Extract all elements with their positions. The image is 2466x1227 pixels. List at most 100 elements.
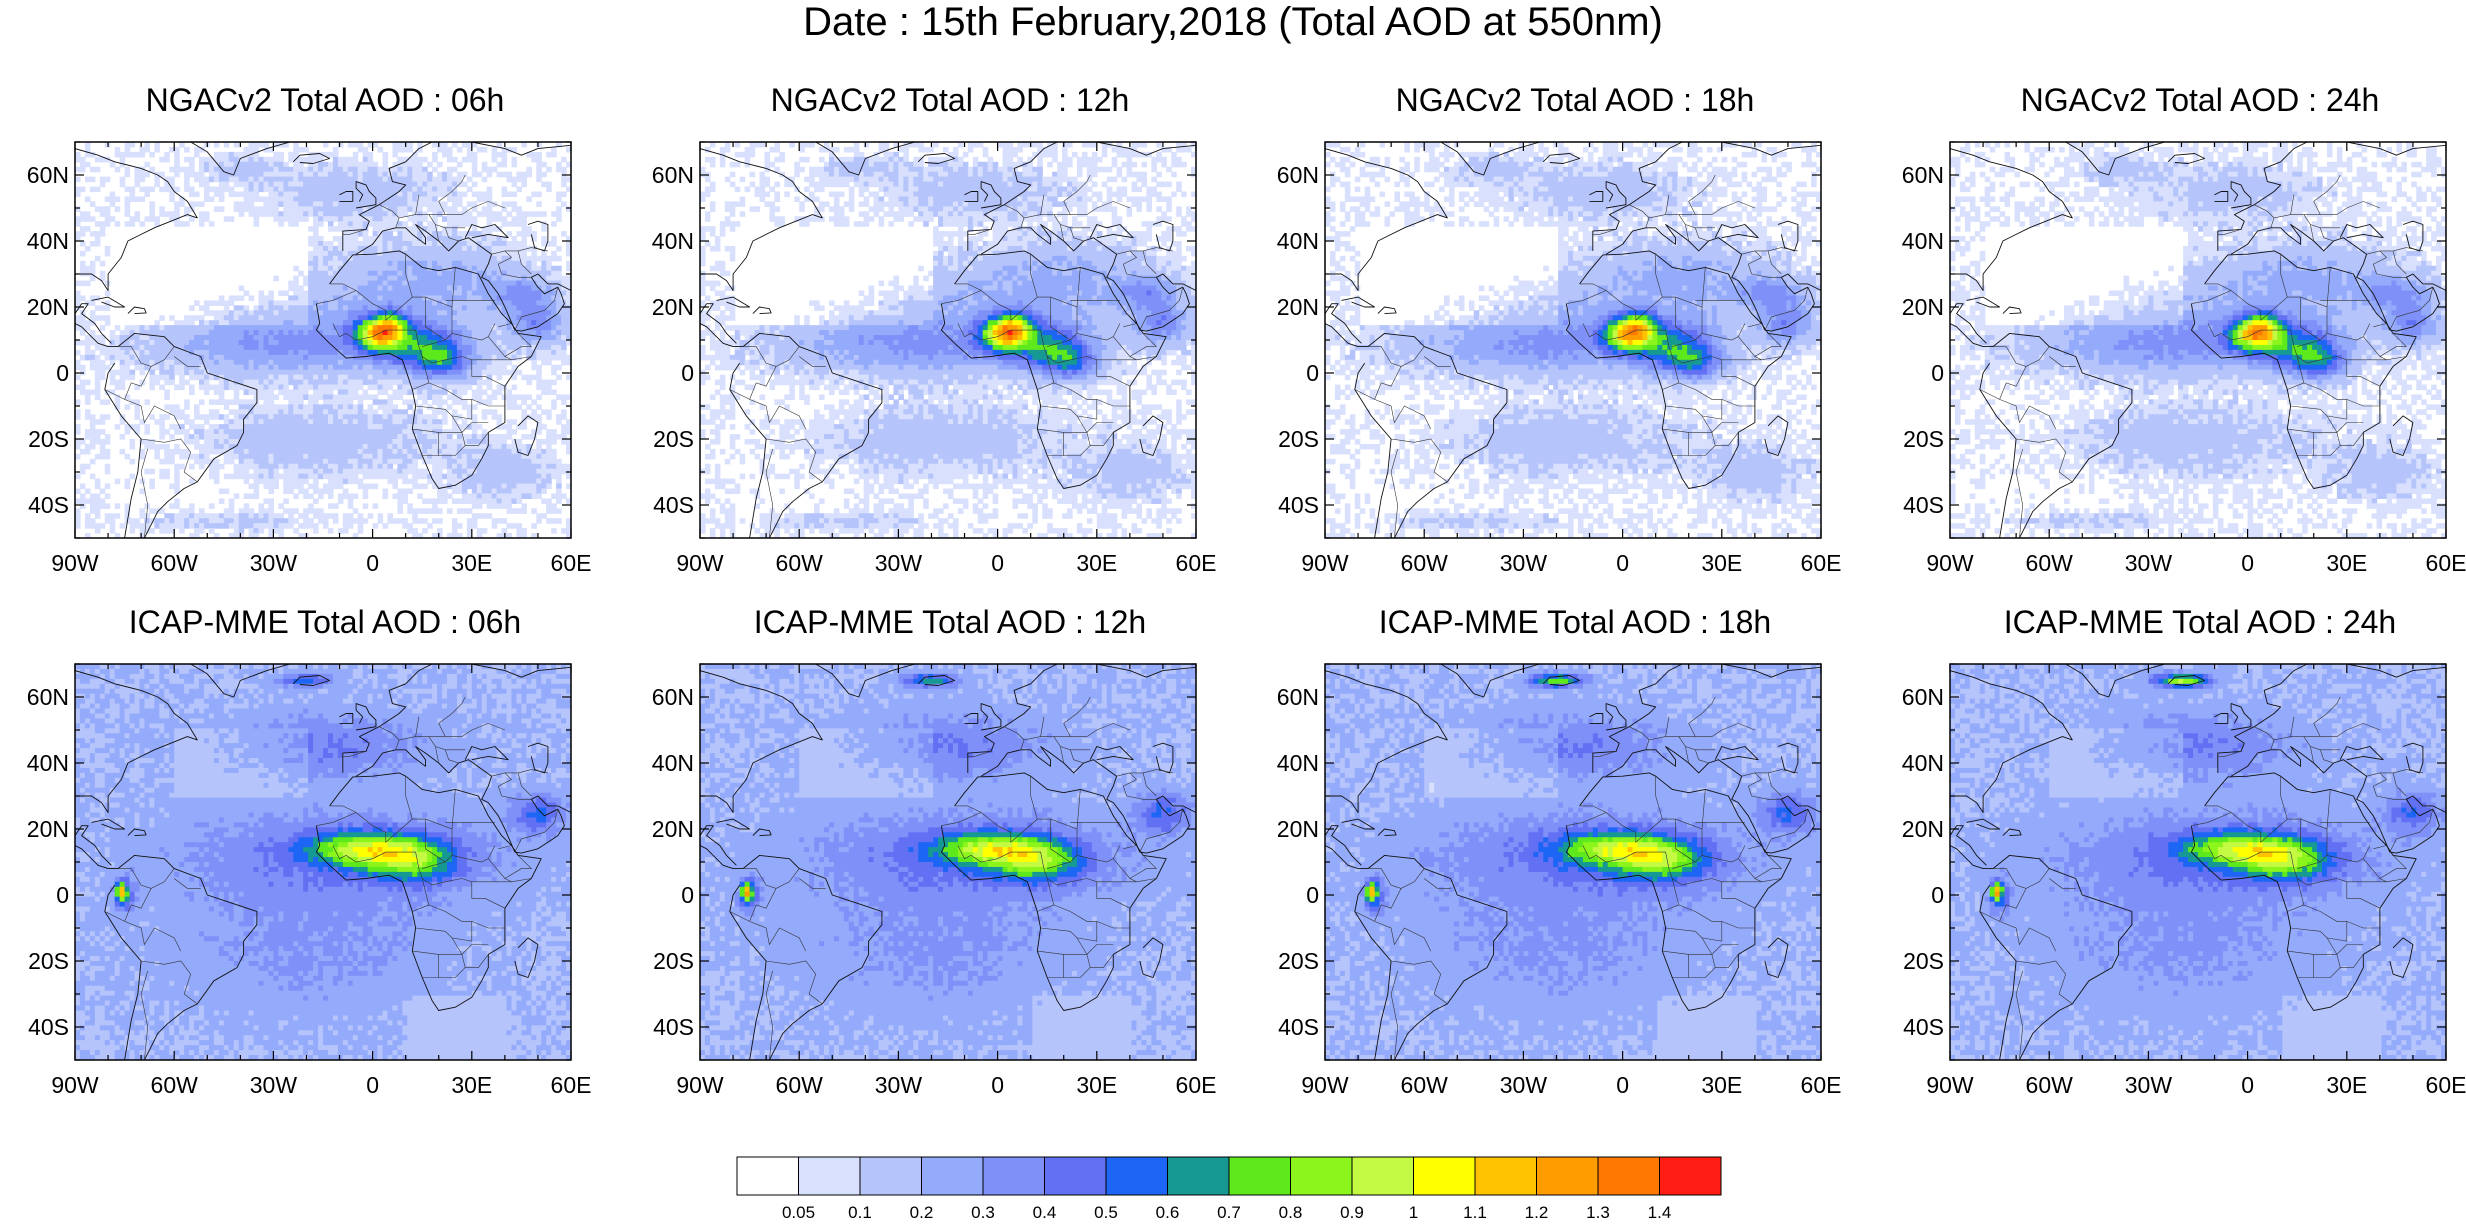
- lon-tick-label: 90W: [1926, 550, 1974, 576]
- lat-tick-label: 40S: [653, 1014, 694, 1040]
- lat-tick-label: 60N: [1902, 162, 1944, 188]
- lat-tick-label: 40N: [27, 228, 69, 254]
- colorbar-swatch: [922, 1157, 984, 1195]
- lon-tick-label: 0: [991, 1072, 1004, 1098]
- aod-field: [75, 664, 572, 1061]
- colorbar-label: 0.9: [1340, 1203, 1364, 1222]
- lon-tick-label: 0: [366, 550, 379, 576]
- lon-tick-label: 90W: [1926, 1072, 1974, 1098]
- lat-tick-label: 0: [1931, 360, 1944, 386]
- lat-tick-label: 40S: [28, 1014, 69, 1040]
- lon-tick-label: 30E: [1076, 1072, 1117, 1098]
- colorbar-swatch: [1106, 1157, 1168, 1195]
- lon-tick-label: 90W: [676, 550, 724, 576]
- colorbar-label: 0.1: [848, 1203, 872, 1222]
- lon-tick-label: 30W: [2125, 1072, 2173, 1098]
- lat-tick-label: 40N: [1277, 750, 1319, 776]
- lat-tick-label: 20N: [27, 816, 69, 842]
- lon-tick-label: 0: [2241, 1072, 2254, 1098]
- lon-tick-label: 30W: [875, 1072, 923, 1098]
- lat-tick-label: 20N: [652, 294, 694, 320]
- lat-tick-label: 0: [56, 360, 69, 386]
- lon-tick-label: 60E: [2426, 1072, 2466, 1098]
- lon-tick-label: 0: [1616, 1072, 1629, 1098]
- lat-tick-label: 0: [681, 882, 694, 908]
- colorbar-label: 1: [1409, 1203, 1418, 1222]
- lat-tick-label: 0: [681, 360, 694, 386]
- colorbar-label: 1.4: [1648, 1203, 1672, 1222]
- colorbar-label: 0.7: [1217, 1203, 1241, 1222]
- lat-tick-label: 0: [1931, 882, 1944, 908]
- lat-tick-label: 20S: [28, 948, 69, 974]
- lat-tick-label: 40S: [28, 492, 69, 518]
- colorbar-label: 0.3: [971, 1203, 995, 1222]
- lon-tick-label: 60E: [1176, 1072, 1217, 1098]
- lat-tick-label: 20S: [1903, 948, 1944, 974]
- colorbar-swatch: [1229, 1157, 1291, 1195]
- figure-title: Date : 15th February,2018 (Total AOD at …: [0, 0, 2466, 44]
- colorbar-swatch: [1537, 1157, 1599, 1195]
- lon-tick-label: 60W: [776, 1072, 824, 1098]
- lat-tick-label: 40S: [1903, 492, 1944, 518]
- lon-tick-label: 0: [1616, 550, 1629, 576]
- lat-tick-label: 40S: [1278, 492, 1319, 518]
- colorbar-swatch: [799, 1157, 861, 1195]
- colorbar-label: 0.2: [910, 1203, 934, 1222]
- lat-tick-label: 20N: [27, 294, 69, 320]
- aod-field: [700, 142, 1197, 539]
- lon-tick-label: 60W: [2026, 550, 2074, 576]
- lon-tick-label: 60E: [1801, 1072, 1842, 1098]
- lat-tick-label: 20S: [1278, 426, 1319, 452]
- lat-tick-label: 40N: [1902, 750, 1944, 776]
- lon-tick-label: 60W: [2026, 1072, 2074, 1098]
- lat-tick-label: 20N: [1902, 816, 1944, 842]
- lat-tick-label: 60N: [1902, 684, 1944, 710]
- colorbar-swatch: [1598, 1157, 1660, 1195]
- lon-tick-label: 60E: [1176, 550, 1217, 576]
- colorbar-swatch: [1660, 1157, 1722, 1195]
- lon-tick-label: 60W: [151, 1072, 199, 1098]
- lat-tick-label: 40S: [1903, 1014, 1944, 1040]
- lat-tick-label: 20S: [653, 948, 694, 974]
- lat-tick-label: 60N: [1277, 684, 1319, 710]
- aod-field: [1950, 142, 2447, 539]
- lon-tick-label: 60W: [151, 550, 199, 576]
- lat-tick-label: 20S: [1903, 426, 1944, 452]
- lon-tick-label: 90W: [51, 550, 99, 576]
- colorbar-swatch: [860, 1157, 922, 1195]
- lat-tick-label: 0: [56, 882, 69, 908]
- lon-tick-label: 30E: [451, 1072, 492, 1098]
- lat-tick-label: 60N: [27, 162, 69, 188]
- lon-tick-label: 30E: [2326, 1072, 2367, 1098]
- colorbar-swatch: [1414, 1157, 1476, 1195]
- lat-tick-label: 20S: [1278, 948, 1319, 974]
- aod-field: [1325, 664, 1822, 1061]
- colorbar-swatch: [983, 1157, 1045, 1195]
- lat-tick-label: 20S: [28, 426, 69, 452]
- lat-tick-label: 60N: [1277, 162, 1319, 188]
- lon-tick-label: 30E: [1076, 550, 1117, 576]
- aod-field: [75, 142, 572, 539]
- lat-tick-label: 0: [1306, 360, 1319, 386]
- lat-tick-label: 40N: [1277, 228, 1319, 254]
- lon-tick-label: 90W: [1301, 550, 1349, 576]
- lon-tick-label: 60E: [2426, 550, 2466, 576]
- lon-tick-label: 60W: [776, 550, 824, 576]
- lat-tick-label: 60N: [652, 684, 694, 710]
- lon-tick-label: 30E: [451, 550, 492, 576]
- lon-tick-label: 30E: [1701, 550, 1742, 576]
